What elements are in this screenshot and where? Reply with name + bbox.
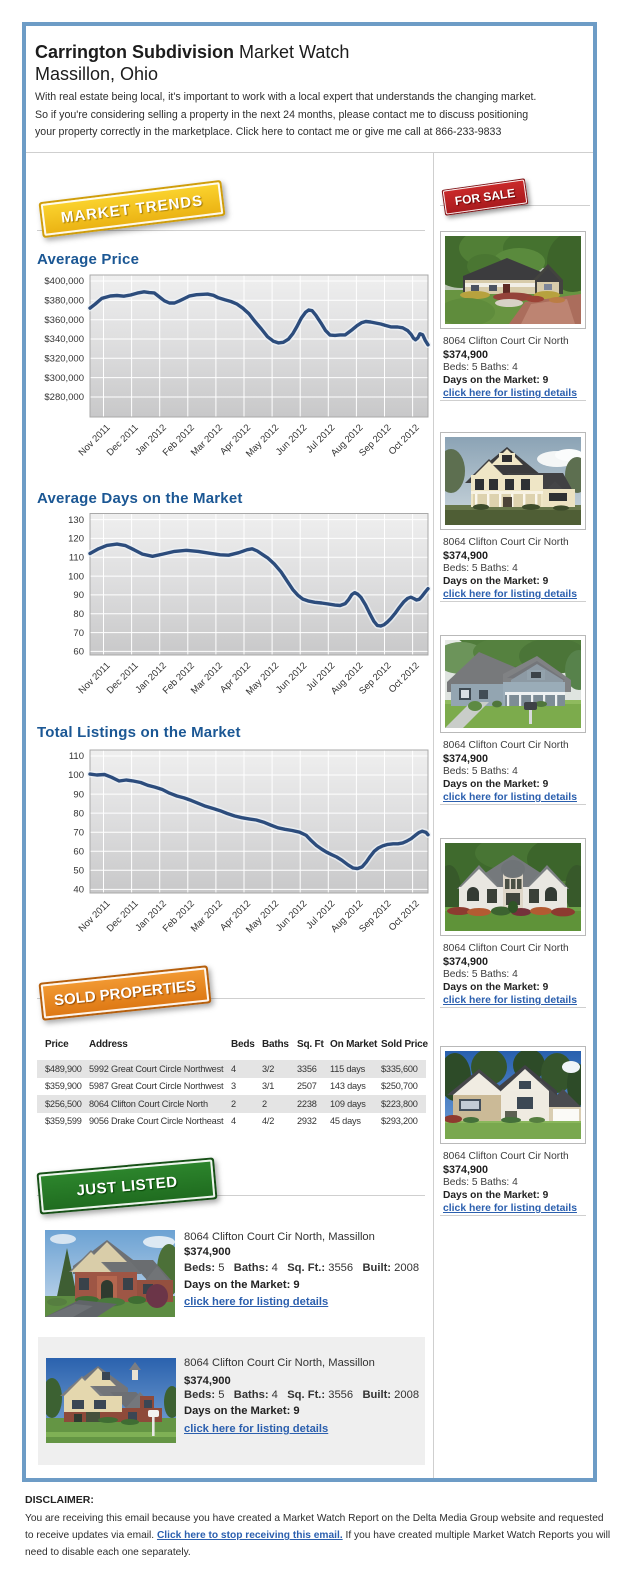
svg-text:80: 80 bbox=[73, 609, 84, 620]
svg-text:70: 70 bbox=[73, 827, 84, 838]
svg-text:Oct 2012: Oct 2012 bbox=[387, 422, 422, 457]
svg-text:120: 120 bbox=[68, 534, 84, 545]
svg-text:$320,000: $320,000 bbox=[44, 354, 84, 365]
svg-text:40: 40 bbox=[73, 885, 84, 896]
svg-text:Jun 2012: Jun 2012 bbox=[274, 898, 309, 933]
svg-text:Jun 2012: Jun 2012 bbox=[274, 660, 309, 695]
svg-text:$280,000: $280,000 bbox=[44, 392, 84, 403]
svg-text:90: 90 bbox=[73, 590, 84, 601]
svg-text:Oct 2012: Oct 2012 bbox=[387, 660, 422, 695]
svg-text:$380,000: $380,000 bbox=[44, 296, 84, 307]
svg-text:$400,000: $400,000 bbox=[44, 276, 84, 287]
svg-text:100: 100 bbox=[68, 571, 84, 582]
svg-text:110: 110 bbox=[69, 751, 84, 762]
svg-text:90: 90 bbox=[73, 789, 84, 800]
svg-text:110: 110 bbox=[69, 553, 84, 564]
svg-text:70: 70 bbox=[73, 628, 84, 639]
svg-text:$340,000: $340,000 bbox=[44, 334, 84, 345]
svg-text:50: 50 bbox=[73, 866, 84, 877]
svg-text:60: 60 bbox=[73, 647, 84, 658]
svg-text:80: 80 bbox=[73, 808, 84, 819]
svg-text:Jun 2012: Jun 2012 bbox=[274, 422, 309, 457]
svg-text:Oct 2012: Oct 2012 bbox=[387, 898, 422, 933]
svg-text:100: 100 bbox=[68, 770, 84, 781]
svg-text:$360,000: $360,000 bbox=[44, 315, 84, 326]
svg-text:60: 60 bbox=[73, 847, 84, 858]
svg-text:$300,000: $300,000 bbox=[44, 373, 84, 384]
svg-text:130: 130 bbox=[68, 515, 84, 526]
